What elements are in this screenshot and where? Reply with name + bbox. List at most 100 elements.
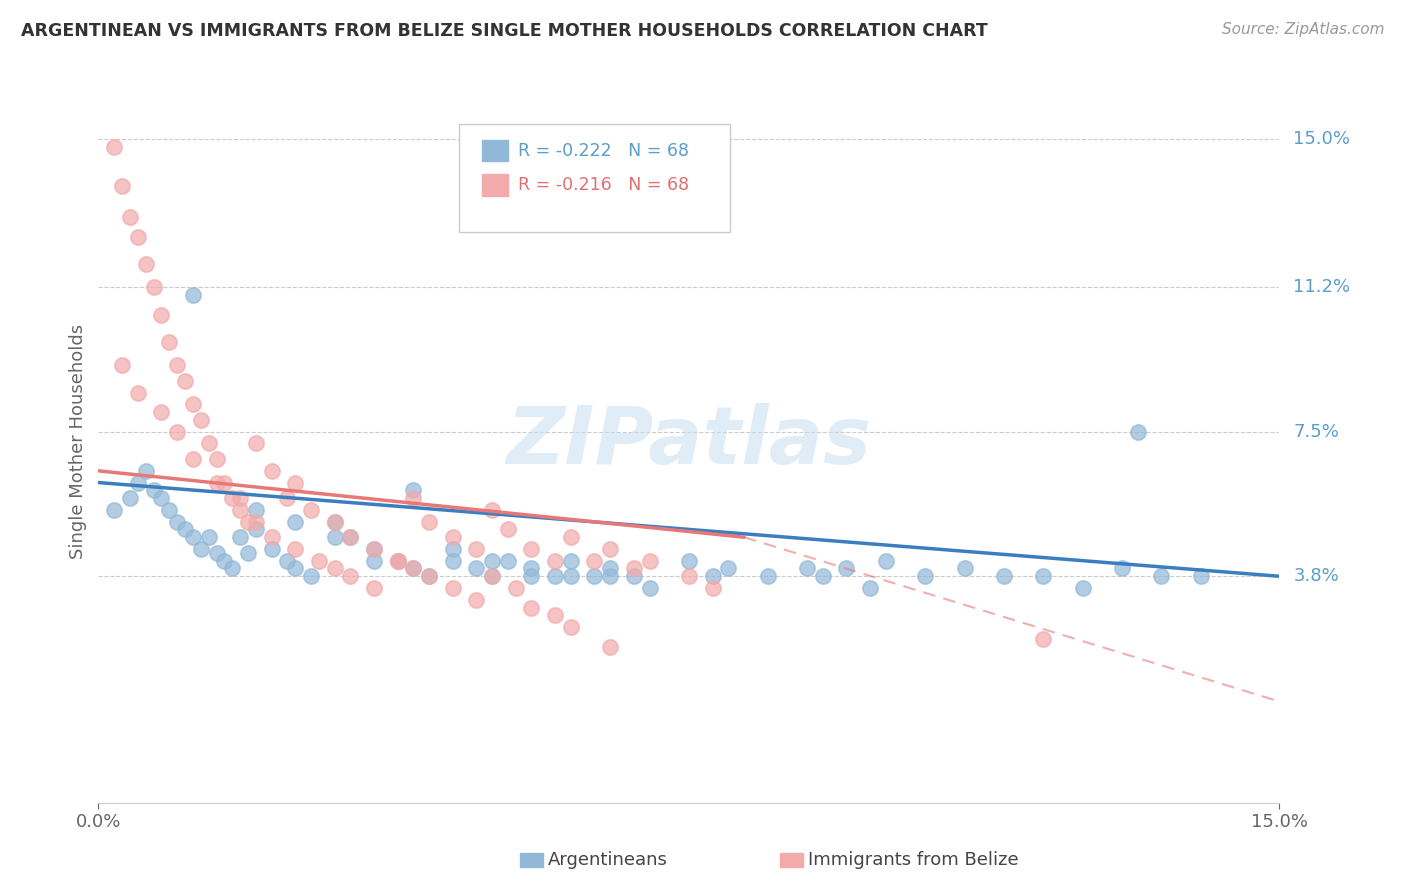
Point xyxy=(402,561,425,575)
Point xyxy=(418,569,440,583)
Point xyxy=(284,475,307,490)
Point xyxy=(520,541,543,556)
FancyBboxPatch shape xyxy=(482,139,508,161)
Point xyxy=(323,561,346,575)
Text: 15.0%: 15.0% xyxy=(1294,130,1350,148)
Point xyxy=(260,464,283,478)
Point xyxy=(481,569,503,583)
Point xyxy=(190,541,212,556)
Point xyxy=(465,541,488,556)
Point xyxy=(1111,561,1133,575)
Point xyxy=(135,257,157,271)
Point xyxy=(197,530,219,544)
Point xyxy=(190,413,212,427)
Point xyxy=(599,640,621,654)
Point xyxy=(229,491,252,505)
Point xyxy=(496,554,519,568)
Point xyxy=(260,541,283,556)
Point xyxy=(142,483,165,498)
Point xyxy=(229,530,252,544)
Point xyxy=(441,581,464,595)
Point xyxy=(418,569,440,583)
Point xyxy=(875,554,897,568)
Point xyxy=(520,561,543,575)
Point xyxy=(181,530,204,544)
Point xyxy=(387,554,409,568)
Point xyxy=(166,425,188,439)
Point xyxy=(560,530,582,544)
Point xyxy=(402,483,425,498)
Point xyxy=(103,139,125,153)
Point xyxy=(560,554,582,568)
Point xyxy=(229,503,252,517)
Point xyxy=(638,581,661,595)
Y-axis label: Single Mother Households: Single Mother Households xyxy=(69,324,87,559)
Point xyxy=(339,530,361,544)
Point xyxy=(284,561,307,575)
Point xyxy=(150,491,173,505)
FancyBboxPatch shape xyxy=(482,174,508,196)
Point xyxy=(221,561,243,575)
Point xyxy=(993,569,1015,583)
Point xyxy=(339,569,361,583)
Point xyxy=(520,600,543,615)
Point xyxy=(245,503,267,517)
Point xyxy=(638,554,661,568)
Point xyxy=(623,561,645,575)
Point xyxy=(560,569,582,583)
Text: 7.5%: 7.5% xyxy=(1294,423,1340,441)
Point xyxy=(260,530,283,544)
Point xyxy=(496,523,519,537)
Point xyxy=(544,569,567,583)
Point xyxy=(678,554,700,568)
Point xyxy=(756,569,779,583)
Point xyxy=(221,491,243,505)
Point xyxy=(118,491,141,505)
Text: ZIPatlas: ZIPatlas xyxy=(506,402,872,481)
Text: Source: ZipAtlas.com: Source: ZipAtlas.com xyxy=(1222,22,1385,37)
Point xyxy=(520,569,543,583)
Point xyxy=(702,581,724,595)
Point xyxy=(174,523,197,537)
Point xyxy=(599,561,621,575)
Point xyxy=(111,178,134,193)
Point xyxy=(118,210,141,224)
Point xyxy=(339,530,361,544)
Point xyxy=(245,436,267,450)
Point xyxy=(166,515,188,529)
Point xyxy=(544,608,567,623)
Point xyxy=(363,581,385,595)
Point xyxy=(599,541,621,556)
Point xyxy=(157,334,180,349)
Point xyxy=(205,452,228,467)
Point xyxy=(363,554,385,568)
Point xyxy=(1189,569,1212,583)
Point xyxy=(103,503,125,517)
Point xyxy=(859,581,882,595)
Text: ARGENTINEAN VS IMMIGRANTS FROM BELIZE SINGLE MOTHER HOUSEHOLDS CORRELATION CHART: ARGENTINEAN VS IMMIGRANTS FROM BELIZE SI… xyxy=(21,22,988,40)
Point xyxy=(214,554,236,568)
Point xyxy=(796,561,818,575)
Point xyxy=(402,491,425,505)
Text: Argentineans: Argentineans xyxy=(548,851,668,869)
Point xyxy=(127,385,149,400)
Point xyxy=(1071,581,1094,595)
Text: 3.8%: 3.8% xyxy=(1294,567,1339,585)
Point xyxy=(166,359,188,373)
Point xyxy=(441,530,464,544)
Point xyxy=(142,280,165,294)
Point xyxy=(402,561,425,575)
Point xyxy=(181,397,204,411)
Point xyxy=(323,515,346,529)
Point xyxy=(717,561,740,575)
Point xyxy=(441,554,464,568)
Point xyxy=(299,503,322,517)
Point xyxy=(1126,425,1149,439)
Point xyxy=(284,541,307,556)
Point xyxy=(678,569,700,583)
Point xyxy=(560,620,582,634)
Point xyxy=(150,308,173,322)
Point xyxy=(181,452,204,467)
Text: R = -0.216   N = 68: R = -0.216 N = 68 xyxy=(517,176,689,194)
Point xyxy=(127,475,149,490)
